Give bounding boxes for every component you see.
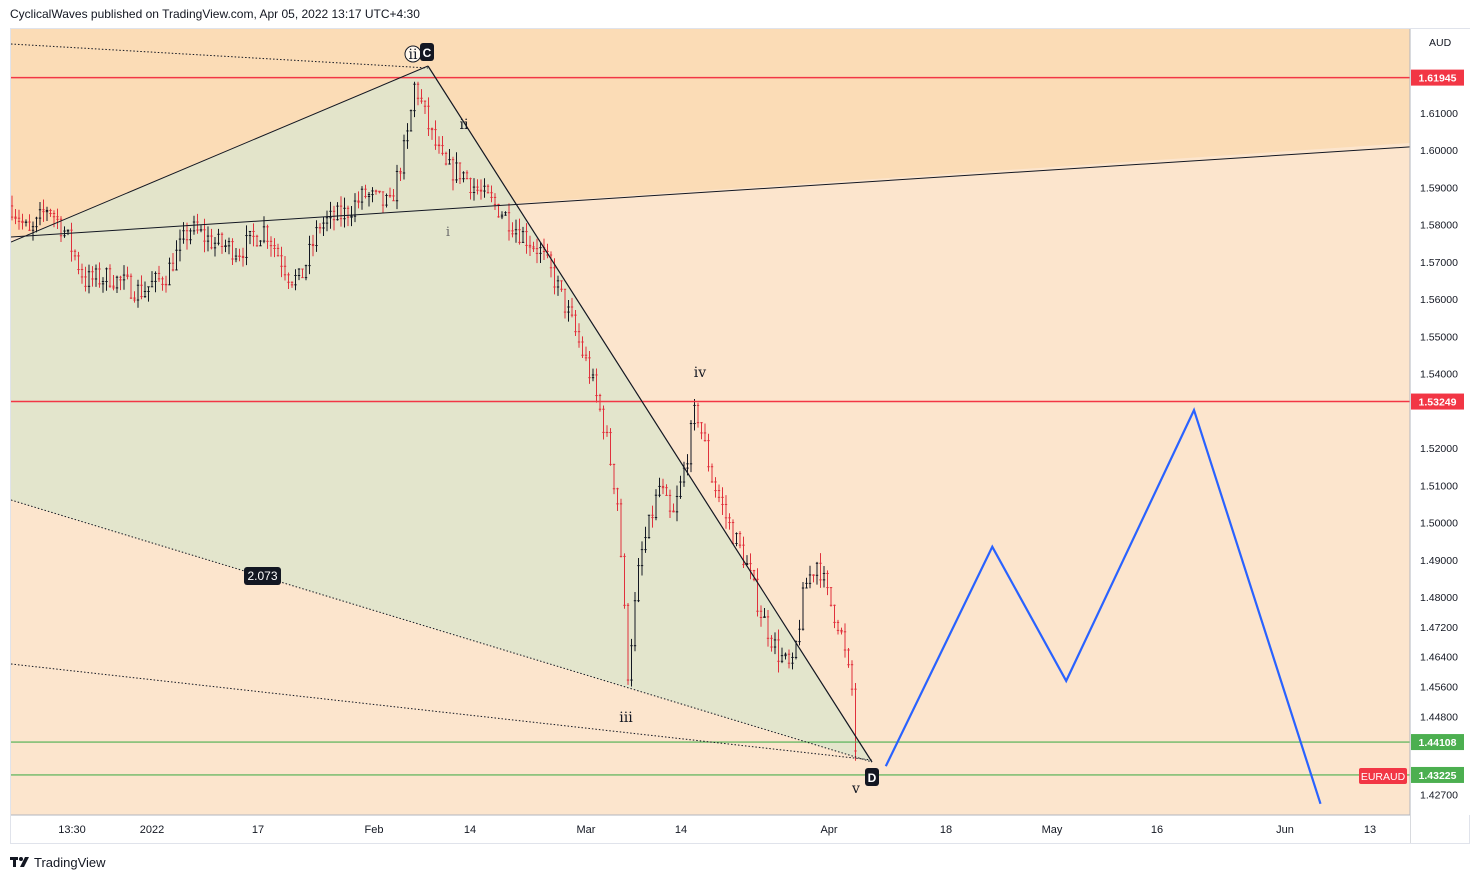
triangle-pattern <box>11 66 872 762</box>
time-tick-label: Mar <box>577 824 596 836</box>
price-tick-label: 1.47200 <box>1420 622 1458 634</box>
symbol-badge[interactable] <box>1359 768 1407 784</box>
time-tick-label: Apr <box>820 824 837 836</box>
wave-label: iv <box>694 365 706 381</box>
price-tick-label: 1.59000 <box>1420 182 1458 194</box>
tradingview-footer[interactable]: TradingView <box>10 854 106 870</box>
price-tick-label: 1.55000 <box>1420 331 1458 343</box>
price-level-badge <box>1411 734 1464 751</box>
price-tick-label: 1.42700 <box>1420 790 1458 802</box>
price-level-badge <box>1411 766 1464 783</box>
price-tick-label: 1.51000 <box>1420 480 1458 492</box>
symbol-badge-label: EURAUD <box>1361 771 1406 783</box>
price-level-badge-label: 1.44108 <box>1419 737 1457 749</box>
price-tick-label: 1.48000 <box>1420 592 1458 604</box>
price-tick-label: 1.52000 <box>1420 443 1458 455</box>
time-tick-label: 13:30 <box>58 824 86 836</box>
price-tick-label: 1.46400 <box>1420 652 1458 664</box>
price-level-badge-label: 1.43225 <box>1419 770 1457 782</box>
time-tick-label: May <box>1042 824 1063 836</box>
time-tick-label: 17 <box>252 824 264 836</box>
dotted-lower-line[interactable] <box>11 499 873 763</box>
price-tick-label: 1.57000 <box>1420 257 1458 269</box>
point-label-box <box>865 768 879 786</box>
time-tick-label: 18 <box>940 824 952 836</box>
price-tick-label: 1.58000 <box>1420 220 1458 232</box>
point-label: C <box>423 46 432 60</box>
point-label: D <box>868 771 877 785</box>
price-tick-label: 1.56000 <box>1420 294 1458 306</box>
price-level-badge-label: 1.53249 <box>1419 397 1457 409</box>
price-tick-label: 1.61000 <box>1420 108 1458 120</box>
wave-label: ii <box>460 117 469 133</box>
price-tick-label: 1.50000 <box>1420 518 1458 530</box>
time-tick-label: Feb <box>365 824 384 836</box>
wave-label: v <box>851 781 860 797</box>
price-tick-label: 1.44800 <box>1420 711 1458 723</box>
point-label-box <box>420 43 434 61</box>
time-tick-label: 14 <box>675 824 687 836</box>
price-tick-label: 1.49000 <box>1420 555 1458 567</box>
wave-label: iii <box>619 710 633 726</box>
trend-line-upper-right[interactable] <box>427 65 873 763</box>
footer-brand: TradingView <box>34 854 106 870</box>
time-axis[interactable] <box>11 815 1410 843</box>
publisher-header: CyclicalWaves published on TradingView.c… <box>10 7 420 21</box>
projection-path[interactable] <box>884 407 1322 805</box>
price-level-badge <box>1411 393 1464 410</box>
price-tick-label: 1.45600 <box>1420 681 1458 693</box>
trend-line-upper-left[interactable] <box>11 65 429 243</box>
time-tick-label: 13 <box>1364 824 1376 836</box>
wave-label: i <box>446 225 450 240</box>
ratio-label: 2.073 <box>247 569 277 583</box>
time-tick-label: 2022 <box>140 824 164 836</box>
price-level-badge <box>1411 69 1464 86</box>
time-tick-label: Jun <box>1276 824 1294 836</box>
tradingview-logo-icon <box>10 857 29 867</box>
price-tick-label: 1.60000 <box>1420 145 1458 157</box>
wave-label: ii <box>409 47 418 63</box>
time-tick-label: 16 <box>1151 824 1163 836</box>
long-trend-line[interactable] <box>11 143 1470 238</box>
price-level-badge-label: 1.61945 <box>1419 73 1457 85</box>
price-tick-label: 1.54000 <box>1420 369 1458 381</box>
time-tick-label: 14 <box>464 824 476 836</box>
currency-label: AUD <box>1429 37 1452 49</box>
ratio-label-box <box>244 567 281 585</box>
price-axis[interactable] <box>1410 29 1470 815</box>
dotted-bottom-line[interactable] <box>11 663 873 761</box>
